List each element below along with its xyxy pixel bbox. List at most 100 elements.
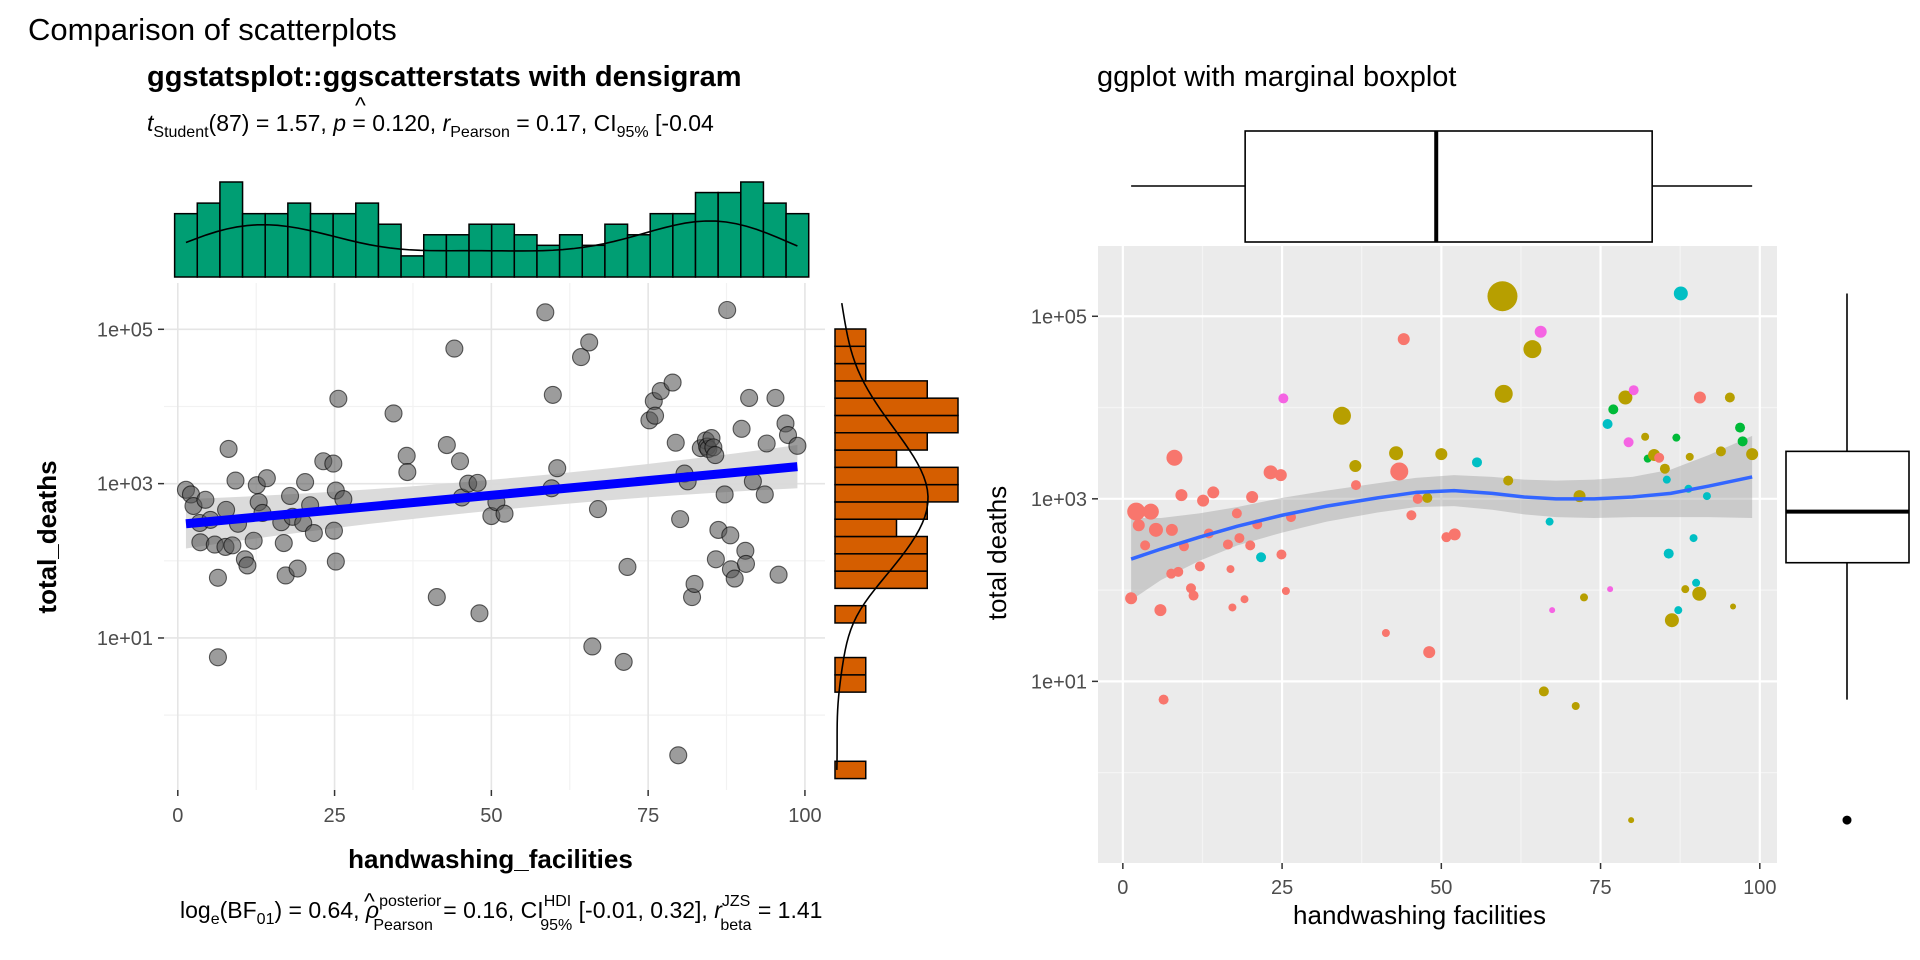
right-grid	[1098, 246, 1777, 863]
left-point	[788, 436, 807, 455]
side-density-curve	[836, 302, 929, 770]
side-histogram-bar	[834, 328, 867, 348]
right-point	[1154, 604, 1167, 617]
left-point	[238, 556, 257, 575]
left-point	[706, 446, 725, 465]
side-histogram-bar	[834, 397, 959, 417]
right-x-tick-label: 25	[1271, 877, 1293, 899]
left-point	[543, 385, 562, 404]
right-point	[1125, 592, 1138, 605]
right-point	[1350, 480, 1361, 491]
left-point	[663, 373, 682, 392]
right-point	[1246, 490, 1259, 503]
right-loess-line	[1130, 475, 1753, 561]
left-point	[274, 534, 293, 553]
top-histogram-bar	[241, 212, 266, 278]
top-histogram-bar	[626, 234, 651, 278]
top-histogram-bar	[264, 212, 289, 278]
right-point	[1240, 595, 1249, 604]
left-x-axis-label: handwashing_facilities	[348, 844, 633, 874]
right-point	[1523, 340, 1542, 359]
left-point	[329, 389, 348, 408]
top-histogram-bar	[173, 212, 199, 278]
left-point	[397, 446, 416, 465]
left-point	[296, 473, 315, 492]
left-point	[536, 303, 555, 322]
left-point	[755, 485, 774, 504]
side-histogram-bar	[834, 656, 867, 676]
subtitle-r-hat: ^	[355, 92, 366, 118]
top-histogram-bar	[694, 191, 719, 278]
right-smooth-line	[1130, 475, 1753, 561]
left-point	[226, 471, 245, 490]
left-scatter-panel	[164, 283, 825, 790]
right-point	[1692, 578, 1701, 587]
right-point	[1278, 393, 1289, 404]
left-point	[671, 510, 690, 529]
side-histogram-bar	[834, 466, 959, 486]
right-point	[1389, 446, 1404, 461]
left-y-tick-label: 1e+05	[97, 319, 153, 341]
right-point	[1228, 603, 1237, 612]
side-box	[1785, 450, 1910, 564]
caption-hdi-sub: 95%	[540, 917, 572, 934]
left-axes: 0 25 50 75 100 1e+01 1e+03 1e+05 handwashing_fac…	[32, 319, 822, 874]
left-point	[718, 300, 737, 320]
left-y-tick-label: 1e+01	[97, 628, 153, 650]
left-point	[732, 419, 751, 438]
right-smooth-band-area	[1131, 435, 1753, 601]
left-point	[669, 746, 688, 765]
top-histogram-bar	[445, 234, 470, 278]
right-scatter-panel	[1098, 246, 1777, 863]
left-point	[721, 526, 740, 545]
right-point	[1231, 508, 1242, 519]
top-histogram-bar	[558, 234, 584, 278]
right-point	[1538, 686, 1549, 697]
caption-rb-sub: beta	[720, 917, 751, 934]
right-point	[1471, 457, 1482, 468]
left-x-tick-label: 75	[637, 805, 659, 827]
right-axes: 0 25 50 75 100 1e+01 1e+03 1e+05 handwashing fac…	[982, 306, 1776, 930]
left-point	[736, 554, 756, 573]
left-panel: ggstatsplot::ggscatterstats with densigr…	[32, 61, 959, 934]
right-point	[1673, 286, 1688, 301]
left-x-tick-label: 0	[172, 805, 183, 827]
right-point	[1281, 587, 1290, 596]
top-histogram-bar	[717, 191, 742, 278]
subtitle-r-label: r	[443, 110, 452, 136]
side-histogram-bar	[834, 553, 928, 572]
top-histogram-bar	[196, 202, 221, 278]
left-point	[706, 550, 725, 569]
left-point	[244, 531, 263, 550]
right-point	[1158, 694, 1169, 705]
left-point	[470, 604, 489, 623]
side-histogram-bar	[834, 380, 928, 399]
right-point	[1381, 628, 1390, 637]
right-point	[1207, 486, 1220, 499]
right-point	[1662, 475, 1671, 484]
left-panel-title: ggstatsplot::ggscatterstats with densigr…	[147, 61, 742, 93]
left-point	[208, 648, 227, 667]
top-histogram-bar	[740, 181, 765, 278]
top-histogram-bar	[332, 212, 357, 278]
right-point	[1256, 552, 1267, 563]
left-point	[495, 504, 514, 523]
caption-bf-value: ) = 0.64,	[274, 897, 365, 923]
left-point	[766, 388, 785, 408]
subtitle-r-sub: Pearson	[450, 124, 510, 141]
caption-hdi-sup: HDI	[544, 893, 572, 910]
subtitle-t-label: t	[147, 110, 155, 136]
side-histogram-bar	[834, 518, 898, 538]
left-point	[281, 486, 300, 506]
right-point	[1194, 561, 1205, 572]
right-y-tick-label: 1e+05	[1031, 306, 1087, 328]
left-point	[450, 452, 470, 471]
right-point	[1406, 510, 1417, 521]
right-point	[1245, 540, 1256, 551]
right-point	[1222, 539, 1233, 550]
right-point	[1274, 469, 1287, 482]
left-point	[583, 637, 602, 656]
right-point	[1654, 452, 1665, 463]
side-histogram-bar	[834, 414, 959, 434]
right-point	[1571, 702, 1580, 711]
